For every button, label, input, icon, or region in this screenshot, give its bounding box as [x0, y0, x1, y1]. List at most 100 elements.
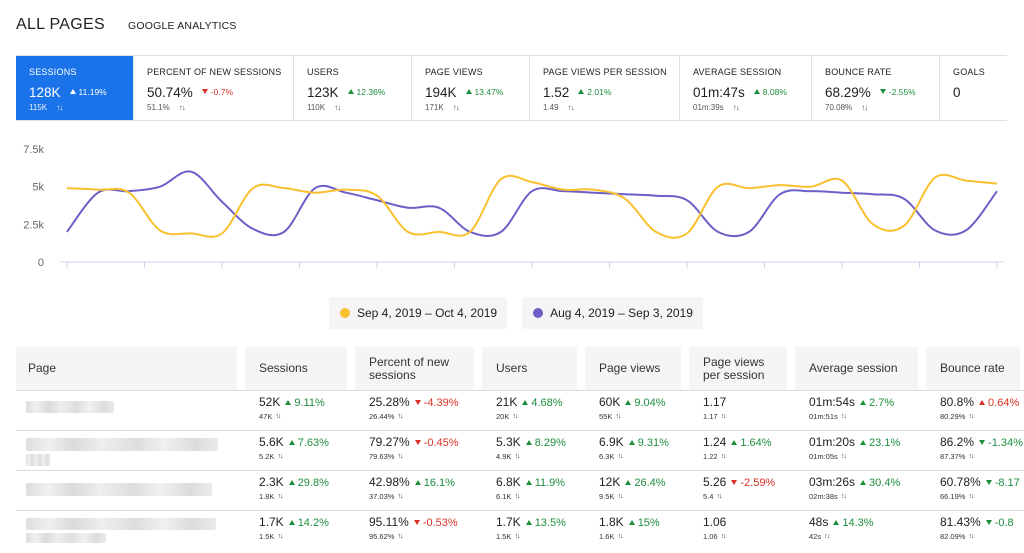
cell-value-row: 60.78% -8.17: [940, 475, 1024, 490]
cell-previous-text: 9.5K: [599, 492, 615, 501]
metric-value: 0: [953, 84, 961, 100]
cell-value-row: 95.11% -0.53%: [369, 515, 482, 530]
column-header-users[interactable]: Users: [482, 347, 585, 390]
arrow-up-icon: [753, 89, 760, 94]
column-header-page[interactable]: Page: [16, 347, 245, 390]
page-name-cell[interactable]: [16, 390, 245, 430]
cell-delta: 9.31%: [628, 437, 669, 449]
table-cell: 6.8K 11.9% 6.1K ↑↓: [482, 470, 585, 510]
cell-delta: 23.1%: [860, 437, 900, 449]
cell-previous-text: 5.4: [703, 492, 714, 501]
cell-value: 1.7K: [259, 515, 284, 529]
arrow-down-icon: [985, 480, 992, 485]
table-cell: 81.43% -0.8 82.09% ↑↓: [926, 510, 1024, 550]
page-name-cell[interactable]: [16, 430, 245, 470]
series-line-current: [66, 173, 998, 239]
metric-tab-percent-of-new-sessions[interactable]: PERCENT OF NEW SESSIONS 50.74% -0.7% 51.1% ↑…: [134, 56, 294, 120]
cell-previous-value: 6.3K ↑↓: [599, 452, 689, 461]
table-row[interactable]: 2.3K 29.8% 1.8K ↑↓ 42.98% 16.1% 37.03% ↑↓ 6.8K 11…: [16, 470, 1024, 510]
cell-value: 79.27%: [369, 435, 410, 449]
table-row[interactable]: 1.7K 14.2% 1.5K ↑↓ 95.11% -0.53% 95.62% ↑↓ 1.7K 1…: [16, 510, 1024, 550]
cell-value-row: 6.9K 9.31%: [599, 435, 689, 450]
metric-tab-page-views-per-session[interactable]: PAGE VIEWS PER SESSION 1.52 2.01% 1.49 ↑↓: [530, 56, 680, 120]
metric-tab-page-views[interactable]: PAGE VIEWS 194K 13.47% 171K ↑↓: [412, 56, 530, 120]
cell-value: 52K: [259, 395, 281, 409]
legend-item-current[interactable]: Sep 4, 2019 – Oct 4, 2019: [329, 297, 508, 329]
cell-previous-text: 26.44%: [369, 412, 395, 421]
legend-item-previous[interactable]: Aug 4, 2019 – Sep 3, 2019: [522, 297, 703, 329]
metric-delta: 2.01%: [578, 87, 611, 97]
cell-previous-text: 1.5K: [259, 532, 275, 541]
metric-tab-sessions[interactable]: SESSIONS 128K 11.19% 115K ↑↓: [16, 56, 134, 120]
cell-delta: 30.4%: [860, 477, 900, 489]
cell-previous-value: 20K ↑↓: [496, 412, 585, 421]
arrow-up-icon: [525, 440, 532, 445]
compare-arrows-icon: ↑↓: [968, 533, 974, 540]
arrow-up-icon: [69, 89, 76, 94]
arrow-up-icon: [860, 400, 867, 405]
table-cell: 2.3K 29.8% 1.8K ↑↓: [245, 470, 355, 510]
cell-value-row: 48s 14.3%: [809, 515, 926, 530]
cell-value-row: 52K 9.11%: [259, 395, 355, 410]
column-header-percent-of-new-sessions[interactable]: Percent of new sessions: [355, 347, 482, 390]
arrow-up-icon: [860, 440, 867, 445]
arrow-up-icon: [979, 400, 986, 405]
arrow-up-icon: [860, 480, 867, 485]
cell-previous-value: 42s ↑↓: [809, 532, 926, 541]
compare-arrows-icon: ↑↓: [968, 453, 974, 460]
compare-arrows-icon: ↑↓: [277, 493, 283, 500]
page-header: ALL PAGES GOOGLE ANALYTICS: [16, 16, 237, 36]
metric-previous-value: 70.08% ↑↓: [825, 103, 939, 112]
metric-value: 1.52: [543, 84, 570, 100]
metric-delta: 8.08%: [753, 87, 787, 97]
metric-tab-goals[interactable]: GOALS 0: [940, 56, 1007, 120]
cell-value-row: 86.2% -1.34%: [940, 435, 1024, 450]
cell-delta: -1.34%: [979, 437, 1023, 449]
cell-previous-value: 87.37% ↑↓: [940, 452, 1024, 461]
cell-previous-text: 37.03%: [369, 492, 395, 501]
metric-tab-users[interactable]: USERS 123K 12.36% 110K ↑↓: [294, 56, 412, 120]
page-name-cell[interactable]: [16, 470, 245, 510]
cell-previous-text: 87.37%: [940, 452, 966, 461]
legend-label: Aug 4, 2019 – Sep 3, 2019: [550, 306, 693, 320]
cell-previous-value: 66.19% ↑↓: [940, 492, 1024, 501]
cell-value-row: 12K 26.4%: [599, 475, 689, 490]
metric-previous-value: 171K ↑↓: [425, 103, 529, 112]
metric-tab-bounce-rate[interactable]: BOUNCE RATE 68.29% -2.55% 70.08% ↑↓: [812, 56, 940, 120]
table-row[interactable]: 5.6K 7.63% 5.2K ↑↓ 79.27% -0.45% 79.63% ↑↓ 5.3K 8…: [16, 430, 1024, 470]
cell-value-row: 1.24 1.64%: [703, 435, 795, 450]
table-cell: 01m:54s 2.7% 01m:51s ↑↓: [795, 390, 926, 430]
cell-previous-text: 80.29%: [940, 412, 966, 421]
column-header-page-views-per-session[interactable]: Page views per session: [689, 347, 795, 390]
cell-delta: 16.1%: [414, 477, 455, 489]
cell-delta: 29.8%: [288, 477, 329, 489]
page-subtitle: GOOGLE ANALYTICS: [127, 20, 237, 32]
cell-previous-text: 6.1K: [496, 492, 512, 501]
compare-arrows-icon: ↑↓: [732, 102, 740, 112]
cell-previous-text: 02m:38s: [809, 492, 838, 501]
arrow-up-icon: [833, 520, 840, 525]
metric-label: PERCENT OF NEW SESSIONS: [147, 67, 282, 77]
arrow-up-icon: [525, 480, 532, 485]
metric-previous-text: 115K: [29, 103, 48, 112]
cell-previous-text: 1.5K: [496, 532, 512, 541]
column-header-page-views[interactable]: Page views: [585, 347, 689, 390]
cell-value-row: 21K 4.68%: [496, 395, 585, 410]
cell-previous-text: 95.62%: [369, 532, 395, 541]
table-cell: 42.98% 16.1% 37.03% ↑↓: [355, 470, 482, 510]
table-row[interactable]: 52K 9.11% 47K ↑↓ 25.28% -4.39% 26.44% ↑↓ 21K 4.68…: [16, 390, 1024, 430]
metric-previous-text: 70.08%: [825, 103, 853, 112]
column-header-sessions[interactable]: Sessions: [245, 347, 355, 390]
page-name-cell[interactable]: [16, 510, 245, 550]
column-header-average-session[interactable]: Average session: [795, 347, 926, 390]
cell-value-row: 6.8K 11.9%: [496, 475, 585, 490]
cell-delta: -8.17: [985, 477, 1020, 489]
metric-tab-average-session[interactable]: AVERAGE SESSION 01m:47s 8.08% 01m:39s ↑↓: [680, 56, 812, 120]
metric-label: SESSIONS: [29, 67, 77, 77]
cell-previous-text: 79.63%: [369, 452, 395, 461]
cell-value-row: 1.7K 13.5%: [496, 515, 585, 530]
column-header-bounce-rate[interactable]: Bounce rate: [926, 347, 1024, 390]
cell-value-row: 01m:54s 2.7%: [809, 395, 926, 410]
cell-value: 60K: [599, 395, 621, 409]
table-cell: 86.2% -1.34% 87.37% ↑↓: [926, 430, 1024, 470]
